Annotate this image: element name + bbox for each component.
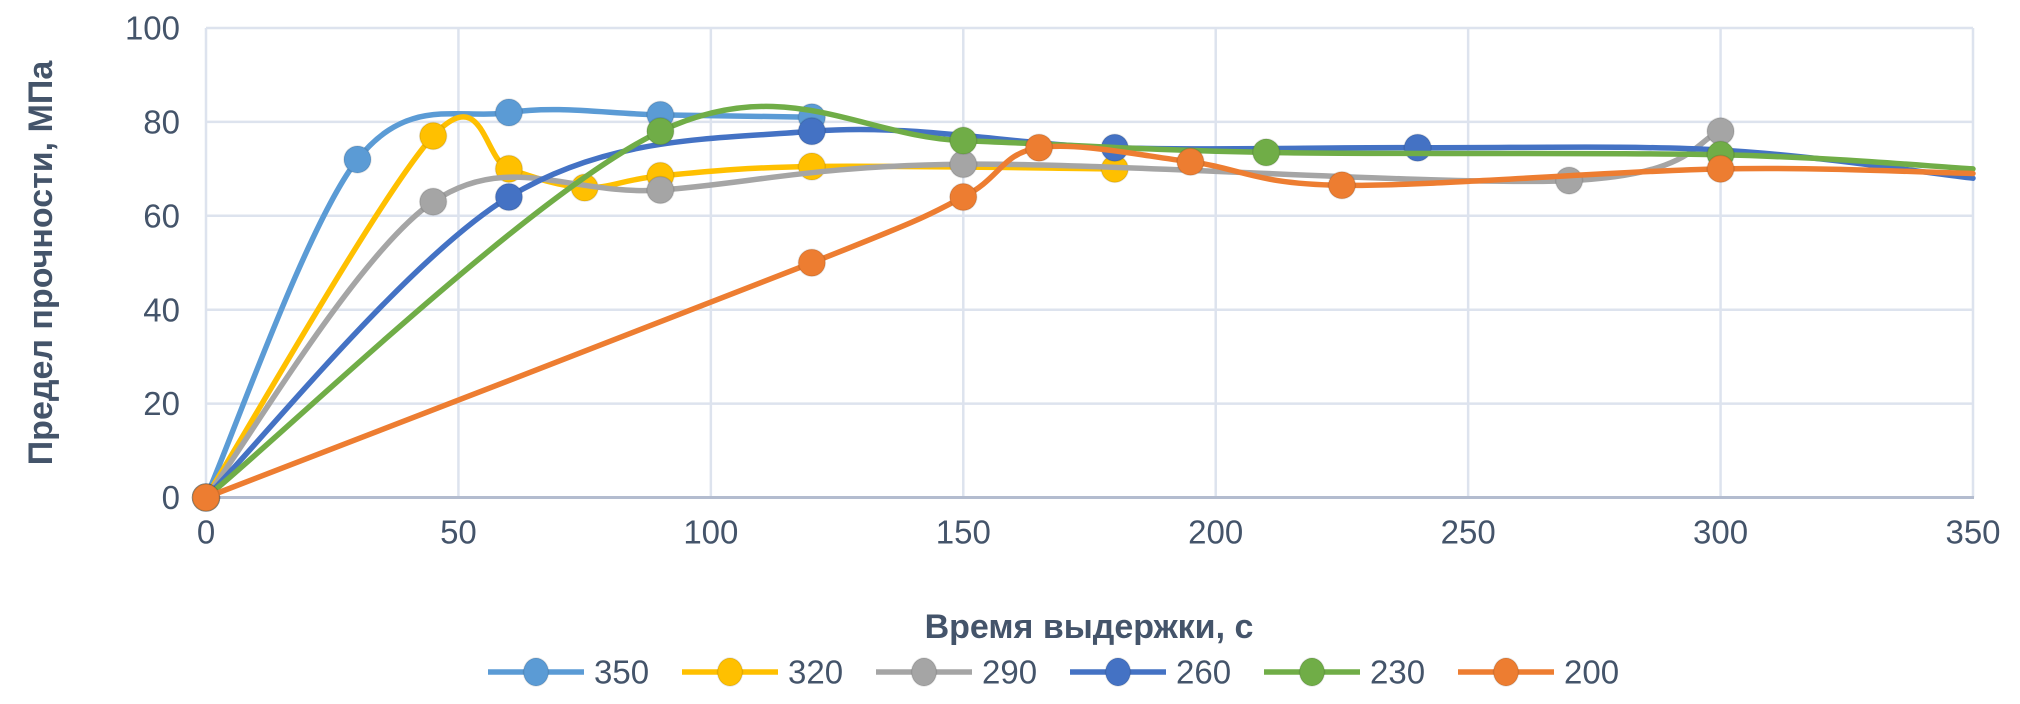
series-marker-290: [1554, 166, 1584, 195]
series-marker-200: [1176, 147, 1205, 177]
legend-marker-swatch: [910, 657, 938, 687]
legend-marker-swatch: [522, 657, 550, 687]
series-marker-200: [797, 248, 827, 277]
legend-item-290: 290: [876, 654, 1037, 691]
x-tick-label: 100: [683, 514, 738, 551]
legend-marker-swatch: [1492, 657, 1520, 687]
legend-marker-swatch: [1104, 657, 1132, 687]
series-marker-260: [1403, 133, 1432, 162]
series-marker-200: [1706, 154, 1735, 184]
legend-label: 290: [982, 654, 1037, 691]
x-tick-label: 250: [1441, 514, 1496, 551]
legend-marker-swatch: [716, 657, 744, 687]
series-marker-230: [1251, 138, 1281, 167]
series-marker-350: [343, 145, 372, 174]
series-marker-200: [191, 483, 221, 512]
series-marker-230: [949, 126, 978, 155]
axis-tick-labels: 0 20 40 60 80 100 0 50 100 150 200 250 300 350: [125, 10, 2001, 551]
series-marker-320: [418, 121, 448, 151]
y-tick-label: 80: [143, 103, 180, 140]
legend-marker-swatch: [1298, 657, 1326, 687]
series-marker-260: [797, 117, 827, 146]
x-axis-title: Время выдержки, с: [925, 608, 1254, 646]
legend-label: 320: [788, 654, 843, 691]
series-marker-230: [646, 117, 675, 146]
series-marker-200: [949, 182, 978, 212]
legend-item-200: 200: [1458, 654, 1619, 691]
series-marker-200: [1024, 133, 1054, 162]
legend-item-320: 320: [682, 654, 843, 691]
data-series: [191, 98, 1976, 512]
x-tick-label: 300: [1693, 514, 1748, 551]
y-tick-label: 40: [143, 291, 180, 328]
legend-label: 350: [594, 654, 649, 691]
series-marker-200: [1327, 171, 1357, 200]
legend-item-230: 230: [1264, 654, 1425, 691]
x-tick-label: 50: [440, 514, 477, 551]
legend-label: 230: [1370, 654, 1425, 691]
legend: 350 320 290 260 230 200: [488, 654, 1619, 691]
x-tick-label: 150: [936, 514, 991, 551]
legend-label: 200: [1564, 654, 1619, 691]
y-tick-label: 20: [143, 385, 180, 422]
series-marker-260: [494, 182, 524, 212]
y-tick-label: 100: [125, 10, 180, 47]
x-tick-label: 0: [197, 514, 215, 551]
legend-label: 260: [1176, 654, 1231, 691]
x-tick-label: 200: [1188, 514, 1243, 551]
y-tick-label: 0: [162, 479, 180, 516]
y-axis-title: Предел прочности, МПа: [22, 60, 60, 466]
series-marker-350: [494, 98, 524, 127]
legend-item-260: 260: [1070, 654, 1231, 691]
series-marker-290: [646, 175, 675, 205]
series-marker-290: [418, 187, 448, 216]
series-line-200: [203, 143, 1976, 501]
y-tick-label: 60: [143, 197, 180, 234]
x-tick-label: 350: [1945, 514, 2000, 551]
legend-item-350: 350: [488, 654, 649, 691]
